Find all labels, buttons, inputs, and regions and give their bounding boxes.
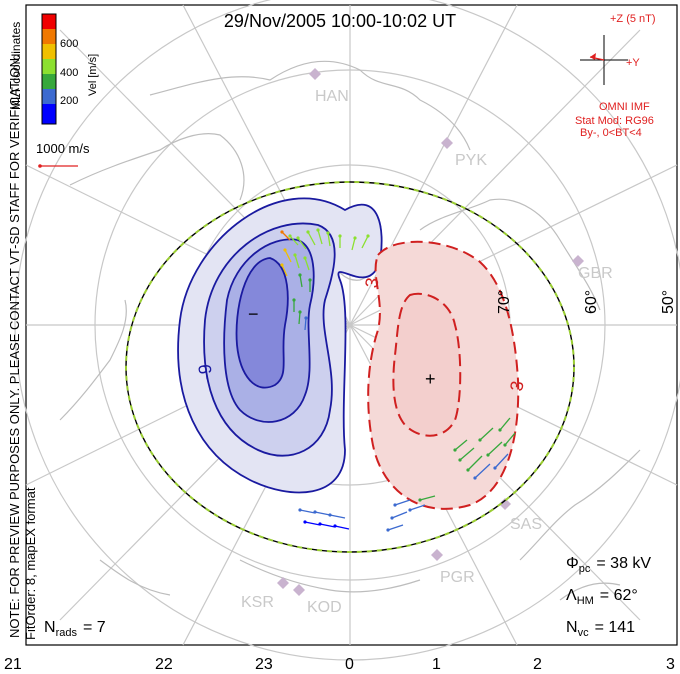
latitude-label-60: 60°	[583, 290, 600, 314]
mlt-label-22: 22	[155, 656, 173, 673]
preview-note: NOTE: FOR PREVIEW PURPOSES ONLY. PLEASE …	[7, 54, 22, 638]
mlt-label-3: 3	[666, 656, 675, 673]
dawn-contour-label-top: 3	[361, 276, 382, 289]
imf-z-label: +Z (5 nT)	[610, 13, 656, 25]
hm-boundary	[125, 181, 575, 553]
colorbar-tick-200: 200	[60, 95, 78, 107]
coastlines	[59, 60, 641, 601]
stat-model: Stat Mod: RG96	[575, 115, 654, 127]
station-label-han: HAN	[315, 88, 349, 105]
colorbar-tick-400: 400	[60, 67, 78, 79]
station-markers	[277, 68, 584, 596]
station-label-pgr: PGR	[440, 569, 475, 586]
coordinate-system-label: MLT coordinates	[9, 22, 23, 110]
station-label-sas: SAS	[510, 516, 542, 533]
velocity-colorbar	[41, 13, 57, 125]
colorbar-label: Vel [m/s]	[87, 54, 99, 96]
mlt-label-23: 23	[255, 656, 273, 673]
map-title: 29/Nov/2005 10:00-10:02 UT	[224, 11, 456, 31]
dusk-contour-label: -9	[195, 363, 216, 381]
dusk-minimum-marker: −	[248, 304, 259, 324]
mlt-label-1: 1	[432, 656, 441, 673]
station-label-gbr: GBR	[578, 265, 613, 282]
latitude-label-50: 50°	[660, 290, 677, 314]
station-label-pyk: PYK	[455, 152, 487, 169]
imf-source: OMNI IMF	[599, 101, 650, 113]
radar-count: Nrads = 7	[44, 619, 106, 639]
imf-y-label: +Y	[626, 57, 640, 69]
imf-vector-arrowhead	[590, 53, 596, 60]
velocity-vectors-midnight	[298, 508, 350, 530]
dawn-convection-cell: 3 3 +	[361, 240, 528, 510]
velocity-vectors-dusk	[280, 228, 370, 331]
dawn-maximum-marker: +	[425, 369, 436, 389]
station-label-ksr: KSR	[241, 594, 274, 611]
imf-condition: By-, 0<BT<4	[580, 127, 642, 139]
velocity-vectors-dawn	[386, 417, 516, 532]
dusk-convection-cell: -9 −	[177, 197, 383, 494]
hm-boundary-latitude: ΛHM = 62°	[566, 587, 638, 607]
dawn-contour-label-right: 3	[506, 379, 527, 392]
mlt-label-21: 21	[4, 656, 22, 673]
station-label-kod: KOD	[307, 599, 342, 616]
scale-vector-label: 1000 m/s	[36, 141, 90, 156]
colorbar-tick-600: 600	[60, 38, 78, 50]
fit-order-note: FitOrder: 8, mapEX format	[23, 487, 38, 640]
latitude-label-70: 70°	[496, 290, 513, 314]
mlt-label-2: 2	[533, 656, 542, 673]
mlt-label-0: 0	[345, 656, 354, 673]
vector-count: Nvc = 141	[566, 619, 635, 639]
cross-polar-potential: Φpc = 38 kV	[566, 555, 651, 575]
scale-vector-origin	[38, 164, 42, 168]
